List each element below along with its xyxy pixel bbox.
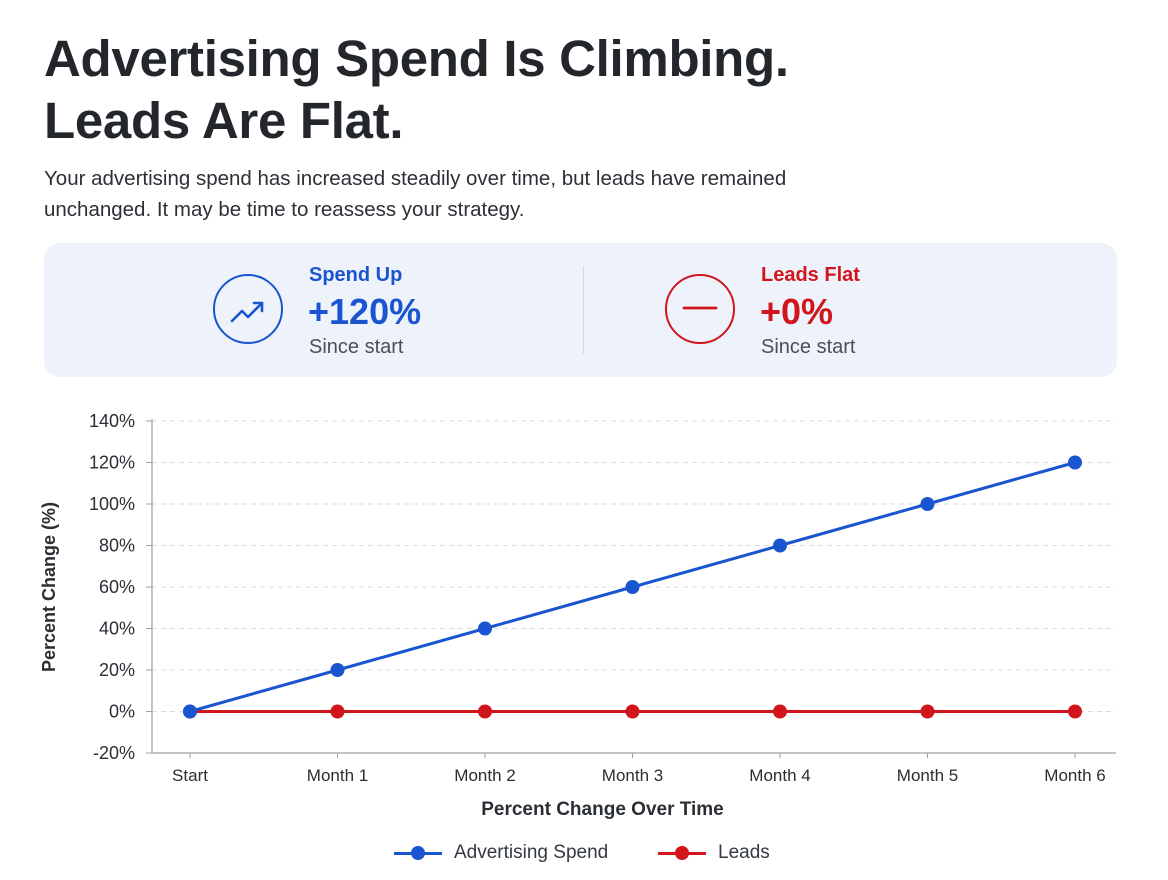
- data-point: [1068, 704, 1082, 719]
- legend-item-leads: Leads: [658, 840, 770, 866]
- y-tick-label: 20%: [99, 660, 135, 680]
- subtitle-line-2: unchanged. It may be time to reassess yo…: [44, 198, 525, 221]
- spend-stat-label: Spend Up: [309, 264, 403, 286]
- x-axis-label: Percent Change Over Time: [481, 799, 724, 820]
- x-tick-label: Month 3: [602, 766, 663, 785]
- leads-stat-value: +0%: [760, 291, 834, 332]
- data-point: [478, 704, 492, 719]
- page-subtitle: Your advertising spend has increased ste…: [44, 163, 844, 225]
- data-point: [920, 497, 935, 511]
- legend-swatch-leads: [658, 846, 706, 860]
- axes: [146, 419, 1116, 758]
- data-point: [773, 538, 787, 553]
- y-tick-label: 100%: [89, 494, 135, 514]
- series: [183, 455, 1082, 719]
- trending-up-icon: [213, 274, 283, 344]
- leads-stat-note: Since start: [761, 336, 856, 358]
- line-chart: -20% 0% 20% 40% 60% 80% 100% 120% 140% Start Mont…: [39, 411, 1116, 820]
- data-point: [773, 704, 787, 719]
- data-point: [478, 621, 492, 636]
- spend-stat-note: Since start: [309, 336, 404, 358]
- x-tick-label: Month 6: [1044, 766, 1105, 785]
- y-tick-label: 140%: [89, 411, 135, 431]
- x-tick-label: Month 4: [749, 766, 810, 785]
- x-tick-label: Month 1: [307, 766, 368, 785]
- title-line-1: Advertising Spend Is Climbing.: [44, 30, 789, 87]
- leads-stat-label: Leads Flat: [761, 264, 860, 286]
- y-tick-label: 80%: [99, 536, 135, 556]
- data-point: [625, 704, 640, 719]
- y-tick-label: 60%: [99, 577, 135, 597]
- data-point: [920, 704, 935, 719]
- legend-item-advertising-spend: Advertising Spend: [394, 840, 608, 866]
- data-point: [1068, 455, 1082, 470]
- legend-label-leads: Leads: [718, 842, 770, 863]
- chart-legend: Advertising Spend Leads: [0, 840, 1168, 866]
- x-tick-label: Start: [172, 766, 208, 785]
- y-tick-label: 120%: [89, 453, 135, 473]
- legend-swatch-advertising-spend: [394, 846, 442, 860]
- x-tick-label: Month 5: [897, 766, 958, 785]
- data-point: [625, 580, 640, 594]
- title-line-2: Leads Are Flat.: [44, 92, 404, 149]
- legend-label-advertising-spend: Advertising Spend: [454, 842, 609, 863]
- y-tick-label: 0%: [109, 702, 135, 722]
- y-tick-labels: -20% 0% 20% 40% 60% 80% 100% 120% 140%: [89, 411, 135, 763]
- page-title: Advertising Spend Is Climbing. Leads Are…: [44, 28, 789, 152]
- y-tick-label: -20%: [93, 743, 135, 763]
- series-points: [183, 455, 1082, 719]
- y-axis-label: Percent Change (%): [39, 502, 59, 672]
- x-tick-labels: Start Month 1 Month 2 Month 3 Month 4 Month 5…: [172, 766, 1106, 785]
- spend-stat-value: +120%: [308, 291, 422, 332]
- gridlines: [152, 420, 1116, 712]
- summary-divider: [583, 266, 584, 354]
- data-point: [330, 704, 345, 719]
- data-point: [330, 663, 345, 677]
- data-point: [183, 704, 197, 719]
- y-tick-label: 40%: [99, 619, 135, 639]
- subtitle-line-1: Your advertising spend has increased ste…: [44, 167, 787, 190]
- x-tick-label: Month 2: [454, 766, 515, 785]
- minus-icon: [665, 274, 735, 344]
- summary-panel: Spend Up +120% Since start Leads Flat +0…: [44, 243, 1117, 377]
